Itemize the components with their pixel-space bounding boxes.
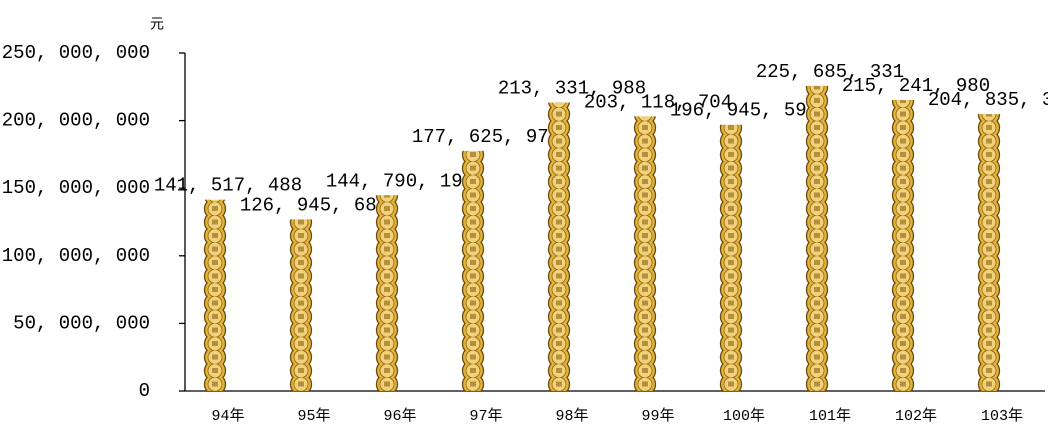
x-tick-label: 97年 <box>469 407 502 425</box>
bar <box>701 124 787 391</box>
value-label: 177, 625, 978 <box>412 126 560 148</box>
y-tick-label: 200, 000, 000 <box>2 110 150 132</box>
x-tick-label: 100年 <box>723 407 765 425</box>
value-label: 144, 790, 199 <box>326 170 474 192</box>
value-label: 196, 945, 594 <box>670 100 818 122</box>
bar <box>873 99 959 391</box>
x-tick-label: 99年 <box>641 407 674 425</box>
bar <box>357 195 443 391</box>
y-tick-label: 150, 000, 000 <box>2 177 150 199</box>
x-tick-label: 95年 <box>297 407 330 425</box>
bar <box>529 102 615 392</box>
x-tick-label: 102年 <box>895 407 937 425</box>
value-label: 203, 118, 704 <box>584 91 732 113</box>
x-tick-label: 94年 <box>211 407 244 425</box>
value-label: 204, 835, 358 <box>928 89 1048 111</box>
y-unit: 元 <box>150 18 164 34</box>
value-label: 215, 241, 980 <box>842 75 990 97</box>
y-tick-label: 100, 000, 000 <box>2 245 150 267</box>
value-label: 126, 945, 686 <box>240 194 388 216</box>
bar <box>959 114 1045 392</box>
y-tick-label: 250, 000, 000 <box>2 42 150 64</box>
x-tick-label: 103年 <box>981 407 1023 425</box>
x-tick-label: 96年 <box>383 407 416 425</box>
bar <box>271 219 357 391</box>
value-label: 213, 331, 988 <box>498 78 646 100</box>
value-label: 225, 685, 331 <box>756 61 904 83</box>
bar <box>185 199 271 391</box>
x-tick-label: 98年 <box>555 407 588 425</box>
bar <box>787 85 873 391</box>
bar <box>615 116 701 391</box>
y-tick-label: 0 <box>139 380 150 402</box>
value-label: 141, 517, 488 <box>154 175 302 197</box>
x-tick-label: 101年 <box>809 407 851 425</box>
bar <box>443 150 529 391</box>
y-tick-label: 50, 000, 000 <box>13 312 150 334</box>
